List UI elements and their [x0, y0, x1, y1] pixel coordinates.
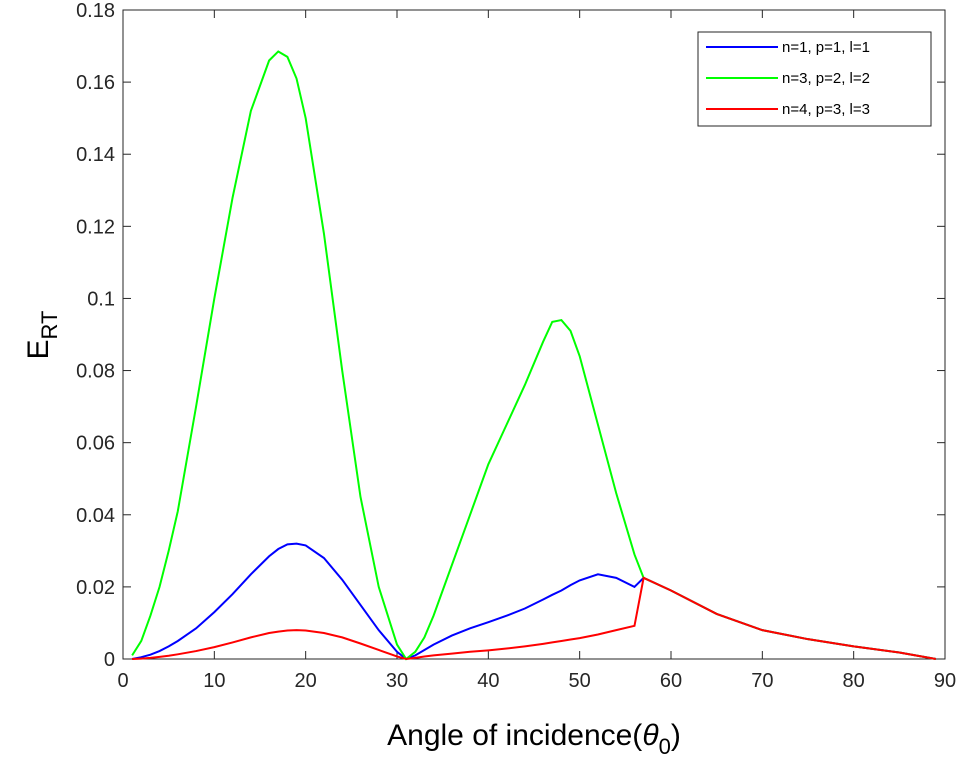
y-tick-label: 0.14: [76, 144, 115, 166]
y-tick-label: 0.04: [76, 505, 115, 527]
x-axis-label: Angle of incidence(θ0): [387, 719, 681, 759]
x-tick-label: 90: [934, 670, 956, 692]
x-tick-label: 10: [203, 670, 225, 692]
data-line: [131, 542, 937, 661]
y-tick-label: 0.06: [76, 433, 115, 455]
y-tick-label: 0.08: [76, 361, 115, 383]
x-tick-label: 30: [386, 670, 408, 692]
legend-label: n=1, p=1, l=1: [782, 39, 870, 56]
y-label-main: E: [22, 339, 55, 359]
x-tick-label: 20: [295, 670, 317, 692]
y-tick-label: 0.12: [76, 216, 115, 238]
legend-label: n=4, p=3, l=3: [782, 101, 870, 118]
y-axis-label: ERT: [22, 311, 62, 360]
x-tick-label: 80: [843, 670, 865, 692]
x-tick-label: 60: [660, 670, 682, 692]
y-tick-label: 0: [104, 649, 115, 671]
y-tick-label: 0.18: [76, 0, 115, 22]
legend-label: n=3, p=2, l=2: [782, 70, 870, 87]
x-label-main: Angle of incidence(: [387, 719, 642, 752]
data-line: [132, 576, 937, 661]
y-tick-label: 0.16: [76, 72, 115, 94]
x-label-end: ): [671, 719, 681, 752]
y-label-sub: RT: [37, 311, 62, 340]
y-tick-label: 0.02: [76, 577, 115, 599]
data-line: [131, 50, 937, 661]
x-label-sub: 0: [659, 734, 671, 759]
x-tick-label: 40: [477, 670, 499, 692]
x-tick-label: 0: [117, 670, 128, 692]
x-tick-label: 50: [569, 670, 591, 692]
x-tick-label: 70: [751, 670, 773, 692]
x-label-symbol: θ: [642, 719, 659, 752]
y-tick-label: 0.1: [87, 288, 115, 310]
